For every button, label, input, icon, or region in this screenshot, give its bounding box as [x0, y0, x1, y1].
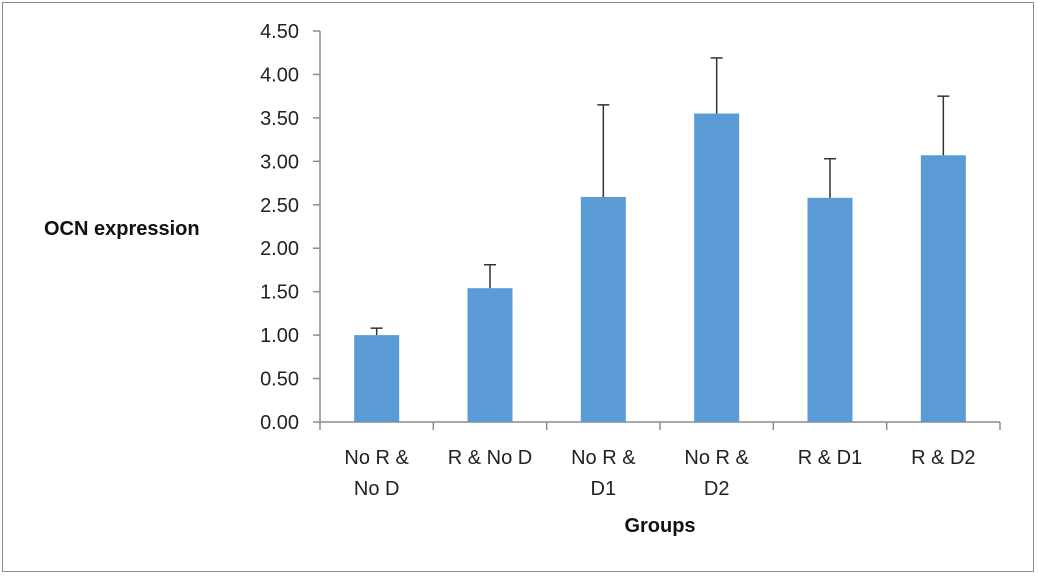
bar — [694, 113, 740, 423]
y-tick-label: 1.00 — [260, 325, 299, 347]
x-tick-label: R & D1 — [798, 447, 862, 469]
y-tick-label: 0.00 — [260, 412, 299, 434]
bar — [354, 335, 400, 422]
y-tick-label: 2.50 — [260, 195, 299, 217]
y-tick-label: 4.00 — [260, 64, 299, 86]
bars — [354, 113, 966, 423]
y-tick-label: 4.50 — [260, 21, 299, 43]
y-tick-labels: 0.00 0.50 1.00 1.50 2.00 2.50 3.00 3.50 4.00 4.50 — [260, 21, 299, 434]
error-bars — [370, 57, 950, 336]
x-axis-title: Groups — [624, 515, 695, 537]
x-tick-label: No R & No D — [344, 447, 409, 500]
y-tick-label: 1.50 — [260, 282, 299, 304]
bar — [920, 155, 966, 423]
x-tick-label: R & No D — [448, 447, 532, 469]
x-tick-label: No R & D2 — [684, 447, 749, 500]
x-tick-label: No R & D1 — [571, 447, 636, 500]
bar — [807, 197, 853, 422]
bar — [580, 196, 626, 422]
y-tick-label: 2.00 — [260, 238, 299, 260]
y-tick-label: 3.50 — [260, 108, 299, 130]
y-tick-label: 3.00 — [260, 151, 299, 173]
y-axis-title: OCN expression — [44, 218, 200, 240]
y-tick-label: 0.50 — [260, 369, 299, 391]
axes — [313, 30, 1001, 430]
x-tick-label: R & D2 — [911, 447, 975, 469]
x-tick-labels: No R & No D R & No D No R & D1 No R & D2 R & D1… — [344, 447, 975, 500]
bar — [467, 288, 513, 422]
